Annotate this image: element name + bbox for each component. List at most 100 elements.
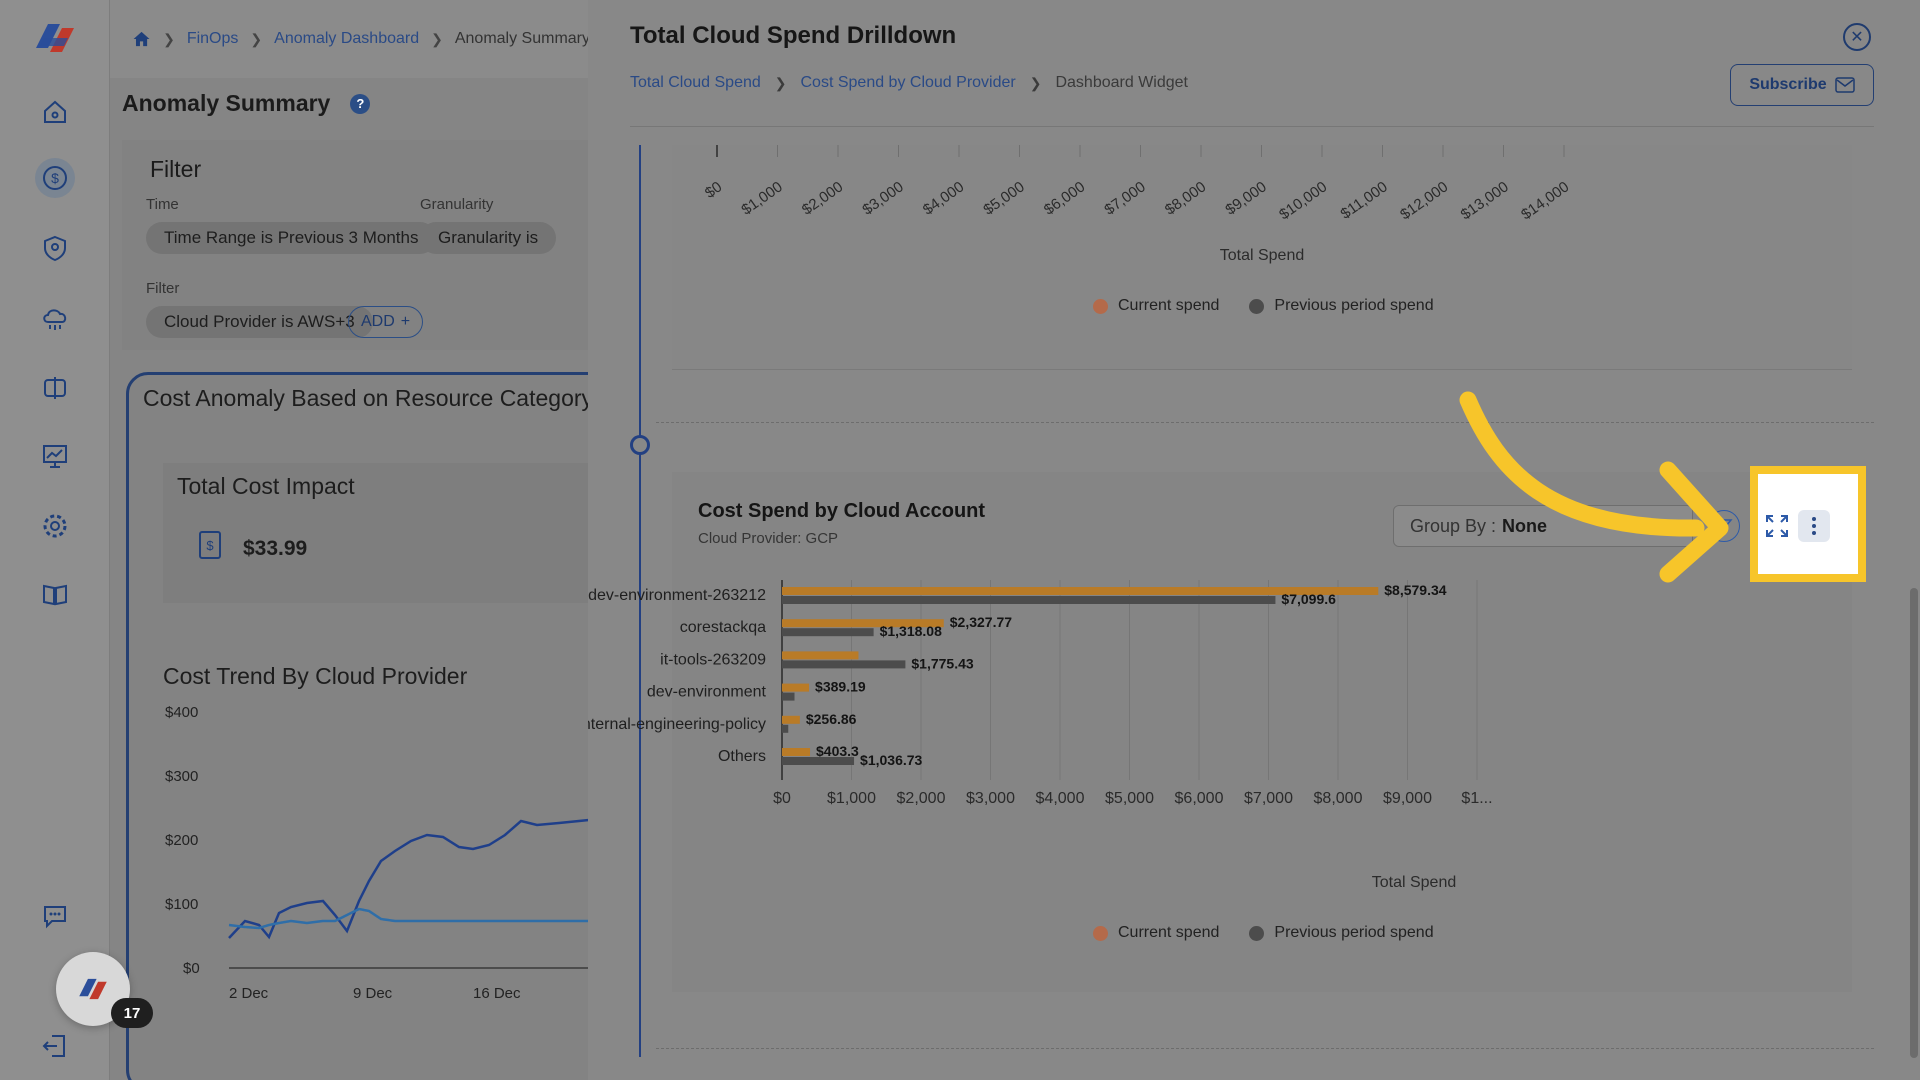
trend-y-tick: $100 [165,896,198,913]
account-chart-category-label: cs-internal-engineering-policy [588,716,766,733]
account-chart-bar[interactable] [782,724,789,733]
granularity-chip[interactable]: Granularity is [420,222,557,254]
svg-text:$: $ [51,170,59,186]
legend-item-current[interactable]: Current spend [1093,924,1219,942]
account-chart-x-tick: $2,000 [897,790,946,807]
account-chart-data-label: $1,036.73 [860,752,922,768]
account-chart-data-label: $389.19 [815,679,866,695]
breadcrumb-anomaly-summary: Anomaly Summary [454,30,590,47]
time-range-chip[interactable]: Time Range is Previous 3 Months [146,222,437,254]
account-chart-category-label: corestackqa [680,619,766,636]
breadcrumb-finops[interactable]: FinOps [186,30,239,47]
chart-board-icon[interactable] [35,436,75,476]
provider-chart-x-tick: $14,000 [1518,178,1572,223]
group-by-value: None [1502,515,1548,536]
account-chart-data-label: $1,775.43 [911,655,973,671]
account-chart-title: Cost Spend by Cloud Account [698,500,986,522]
trend-y-tick: $400 [165,704,198,721]
account-chart-bar[interactable] [782,587,1379,595]
help-icon[interactable]: ? [350,93,371,114]
time-label: Time [146,196,179,213]
gear-icon[interactable] [35,506,75,546]
more-options-button[interactable] [1798,510,1830,542]
subscribe-button[interactable]: Subscribe [1730,64,1874,106]
app-logo[interactable] [26,18,84,58]
trend-x-tick: 9 Dec [353,985,393,1002]
dollar-icon[interactable]: $ [35,158,75,198]
mail-icon [1834,77,1855,93]
provider-chart-x-tick: $10,000 [1276,178,1330,223]
account-chart-bar[interactable] [782,757,855,765]
account-bar-chart: $0 $1,000 $2,000 $3,000 $4,000 $5,000 $6,000 $7… [588,580,1493,807]
breadcrumb-anomaly-dashboard[interactable]: Anomaly Dashboard [274,30,420,47]
provider-chart-x-tick: $13,000 [1458,178,1512,223]
account-chart-data-label: $403.3 [816,743,859,759]
section-divider [656,1048,1874,1049]
add-filter-button[interactable]: ADD + [348,306,424,338]
background-dashboard: ❯ FinOps ❯ Anomaly Dashboard ❯ Anomaly S… [110,0,590,1080]
trend-chart: $400 $300 $200 $100 $0 2 Dec 9 Dec 16 De… [165,704,590,1002]
split-icon[interactable] [35,368,75,408]
home-icon[interactable] [132,28,151,50]
chevron-right-icon: ❯ [774,74,787,91]
cloud-icon[interactable] [35,298,75,338]
cloud-provider-chip[interactable]: Cloud Provider is AWS+3 [146,306,373,338]
account-chart-bar[interactable] [782,683,810,692]
book-icon[interactable] [35,574,75,614]
account-chart-category-label: dev-environment [647,684,767,701]
legend-item-previous[interactable]: Previous period spend [1249,924,1434,942]
legend-dot-previous [1249,925,1265,941]
drilldown-drawer: Total Cloud Spend Drilldown ✕ Total Clou… [588,0,1920,1080]
shield-icon[interactable] [35,228,75,268]
scrollbar-thumb[interactable] [1910,588,1918,1058]
account-chart-x-tick: $1... [1461,790,1492,807]
account-chart-bar[interactable] [782,651,859,660]
home-icon[interactable] [35,92,75,132]
provider-chart-card: $0 $1,000 $2,000 $3,000 $4,000 $5,000 $6,000 $7… [672,145,1852,370]
account-chart-x-tick: $3,000 [966,790,1015,807]
provider-chart-x-axis: $0 $1,000 $2,000 $3,000 $4,000 $5,000 $6,000 $7… [702,145,1572,223]
account-chart-subtitle: Cloud Provider: GCP [698,530,839,547]
provider-chart-x-tick: $7,000 [1101,178,1148,218]
breadcrumb-total-cloud-spend[interactable]: Total Cloud Spend [630,74,761,91]
filter-title: Filter [150,156,202,182]
header-divider [630,126,1874,127]
provider-chart-xlabel: Total Spend [1219,247,1305,264]
section-divider [656,422,1874,423]
chat-icon[interactable] [35,896,75,936]
anomaly-card: Cost Anomaly Based on Resource Category … [126,372,590,1080]
impact-title: Total Cost Impact [177,473,355,499]
account-chart-x-tick: $5,000 [1105,790,1154,807]
anomaly-card-title: Cost Anomaly Based on Resource Category [143,385,590,411]
account-chart-bar[interactable] [782,660,906,669]
logout-icon[interactable] [35,1026,75,1066]
provider-chart-x-tick: $5,000 [980,178,1027,218]
plus-icon: + [400,313,411,330]
account-chart-data-label: $8,579.34 [1384,582,1446,598]
account-chart-bar[interactable] [782,619,944,628]
account-chart-bar[interactable] [782,596,1276,604]
provider-chart-x-tick: $4,000 [920,178,967,218]
breadcrumb-cost-spend-by-cloud-provider[interactable]: Cost Spend by Cloud Provider [800,74,1016,91]
account-chart-category-label: dev-environment-263212 [588,587,766,604]
legend-item-current[interactable]: Current spend [1093,297,1219,315]
notification-count-badge: 17 [111,998,153,1028]
trend-y-tick: $0 [183,960,200,977]
close-icon[interactable]: ✕ [1843,23,1871,51]
account-chart-data-label: $256.86 [806,711,857,727]
account-chart-bar[interactable] [782,748,811,756]
legend-label-current: Current spend [1118,924,1220,941]
legend-item-previous[interactable]: Previous period spend [1249,297,1434,315]
left-nav-rail: $ [0,0,110,1080]
add-filter-label: ADD [361,313,395,330]
account-chart-bar[interactable] [782,692,795,701]
expand-icon[interactable] [1764,513,1790,539]
account-chart-bar[interactable] [782,715,800,724]
page-title: Anomaly Summary ? [122,90,371,117]
provider-chart-x-tick: $3,000 [859,178,906,218]
breadcrumb-dashboard-widget: Dashboard Widget [1055,74,1188,91]
timeline-node [630,435,650,455]
account-chart-x-tick: $0 [773,790,791,807]
account-chart-bar[interactable] [782,628,874,637]
